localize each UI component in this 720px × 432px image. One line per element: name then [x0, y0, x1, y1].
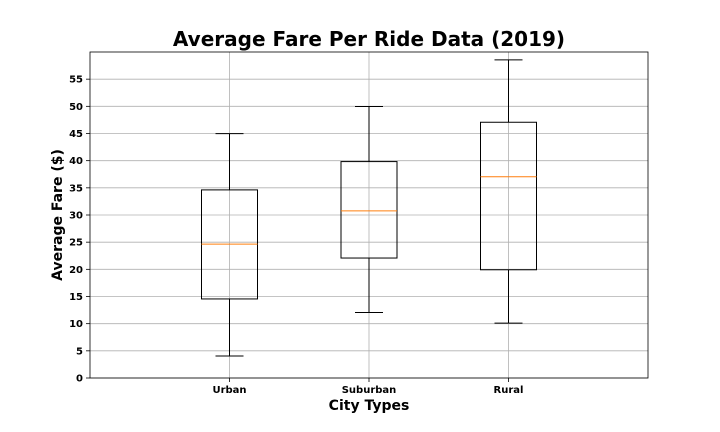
y-tick-label: 20	[69, 265, 83, 276]
y-tick-label: 15	[69, 292, 83, 303]
x-axis-ticks: Urban Suburban Rural	[212, 378, 523, 396]
box-rural	[480, 59, 537, 324]
y-tick-label: 45	[69, 129, 83, 140]
box-suburban	[340, 106, 398, 314]
chart-title: Average Fare Per Ride Data (2019)	[173, 27, 565, 51]
y-axis-label: Average Fare ($)	[50, 149, 66, 281]
y-tick-label: 35	[69, 183, 83, 194]
x-axis-label: City Types	[329, 398, 410, 414]
box-urban	[201, 133, 258, 357]
x-tick-label: Rural	[494, 385, 524, 396]
y-tick-label: 40	[69, 156, 83, 167]
y-tick-label: 5	[76, 346, 83, 357]
x-tick-label: Suburban	[342, 385, 397, 396]
y-tick-label: 25	[69, 238, 83, 249]
iqr-box	[340, 161, 398, 259]
y-tick-label: 30	[69, 211, 83, 222]
y-tick-label: 55	[69, 75, 83, 86]
x-tick-label: Urban	[212, 385, 246, 396]
boxes	[201, 59, 537, 357]
grid-lines	[90, 52, 648, 379]
y-tick-label: 10	[69, 319, 83, 330]
y-tick-label: 50	[69, 102, 83, 113]
y-tick-label: 0	[76, 374, 83, 385]
iqr-box	[480, 121, 537, 271]
y-axis-ticks: 0 5 10 15 20 25 30 35 40 45 50 55	[69, 75, 90, 385]
